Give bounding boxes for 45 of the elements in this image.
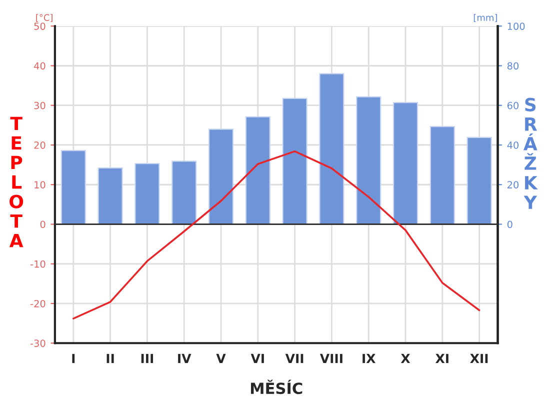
y-tick-label: -20 xyxy=(30,300,46,308)
text: [°C] xyxy=(36,14,52,22)
bar xyxy=(282,98,308,225)
bar xyxy=(98,167,123,225)
x-tick-label: I xyxy=(72,354,75,364)
x-tick-label: X xyxy=(400,354,410,364)
y-tick-label: 0 xyxy=(40,220,46,228)
bar xyxy=(319,73,344,225)
bar xyxy=(208,128,234,225)
x-axis-title: MĚSÍC xyxy=(250,380,302,394)
x-tick-label: VI xyxy=(250,354,264,364)
y2-tick-label: 40 xyxy=(507,141,519,149)
x-tick-label: III xyxy=(141,354,154,364)
bar xyxy=(245,116,270,225)
y-tick-label: 10 xyxy=(34,181,46,188)
bar xyxy=(134,163,160,225)
x-tick-label: VII xyxy=(285,354,304,364)
x-tick-label: XII xyxy=(470,354,488,364)
bar xyxy=(60,150,86,225)
bar xyxy=(356,96,382,225)
text: [mm] xyxy=(474,14,497,22)
line-series xyxy=(72,150,480,320)
y-tick-label: 30 xyxy=(34,102,46,110)
x-tick-label: IX xyxy=(362,354,376,364)
y2-axis-title: SRÁŽKY xyxy=(524,98,538,209)
x-tick-label: V xyxy=(216,354,226,364)
bar xyxy=(430,126,455,225)
y-axis-title: TEPLOTA xyxy=(9,116,24,248)
x-tick-label: II xyxy=(106,354,114,364)
y-tick-label: 40 xyxy=(34,62,46,70)
y2-tick-label: 0 xyxy=(507,220,512,228)
y2-tick-label: 20 xyxy=(508,181,519,188)
bar xyxy=(172,160,197,225)
y2-tick-label: 80 xyxy=(507,62,519,70)
y-tick-label: -10 xyxy=(30,260,46,268)
y-tick-label: -30 xyxy=(30,340,46,347)
y2-tick-label: 60 xyxy=(507,102,519,110)
y-tick-label: 20 xyxy=(34,141,46,149)
bar xyxy=(392,102,418,225)
y-tick-label: 50 xyxy=(34,22,46,30)
y2-tick-label: 100 xyxy=(508,22,525,30)
x-tick-label: VIII xyxy=(320,354,342,364)
x-tick-label: XI xyxy=(436,354,448,364)
x-tick-label: IV xyxy=(178,354,192,364)
bar xyxy=(466,136,492,225)
